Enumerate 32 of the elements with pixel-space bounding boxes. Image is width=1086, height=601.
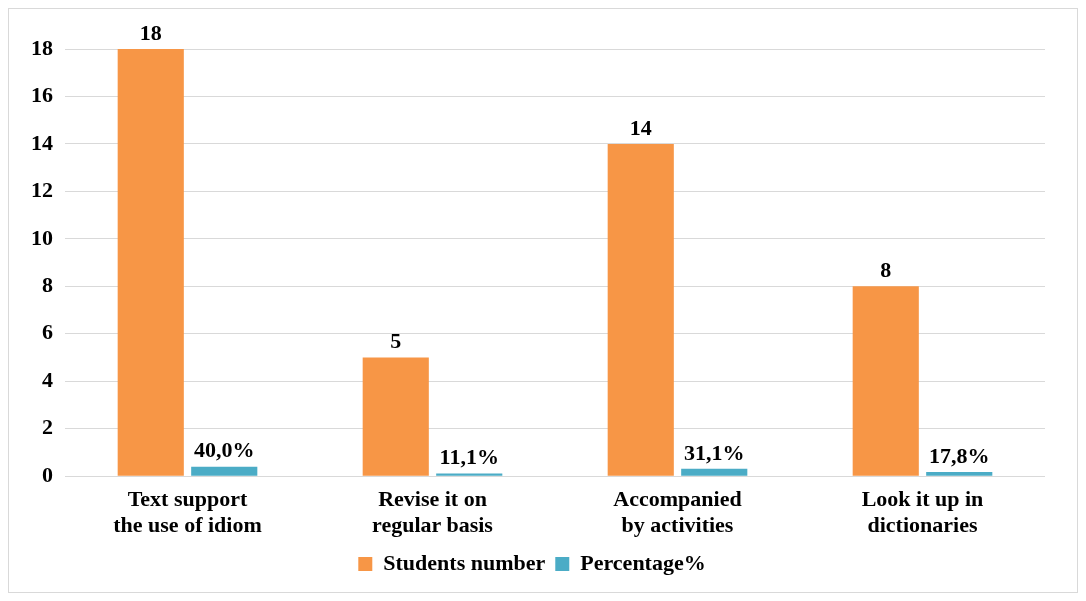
bar: [607, 143, 674, 476]
y-tick-label: 8: [42, 272, 53, 298]
y-tick-label: 12: [31, 177, 53, 203]
bar: [926, 471, 993, 476]
bar: [117, 49, 184, 476]
y-tick-label: 14: [31, 129, 53, 155]
y-tick-label: 4: [42, 366, 53, 392]
y-tick-label: 16: [31, 82, 53, 108]
data-label: 14: [629, 114, 652, 140]
bar: [191, 466, 258, 476]
data-label: 40,0%: [194, 437, 255, 463]
y-tick-label: 6: [42, 319, 53, 345]
x-tick-label: Look it up in dictionaries: [861, 486, 984, 538]
data-label: 17,8%: [929, 442, 990, 468]
data-label: 5: [390, 328, 402, 354]
y-tick-label: 0: [42, 461, 53, 487]
bar: [436, 473, 503, 476]
y-tick-label: 10: [31, 224, 53, 250]
data-label: 31,1%: [684, 439, 745, 465]
bar: [362, 357, 429, 476]
x-tick-label: Accompanied by activities: [613, 486, 742, 538]
bar: [681, 468, 748, 476]
y-tick-label: 18: [31, 34, 53, 60]
data-label: 11,1%: [439, 444, 499, 470]
legend-label: Students number: [383, 549, 546, 575]
data-label: 8: [880, 257, 892, 283]
data-label: 18: [139, 19, 162, 45]
x-tick-label: Revise it on regular basis: [372, 486, 494, 538]
x-tick-label: Text support the use of idiom: [113, 486, 262, 538]
legend-label: Percentage%: [580, 549, 706, 575]
bar: [852, 286, 919, 476]
y-tick-label: 2: [42, 414, 53, 440]
